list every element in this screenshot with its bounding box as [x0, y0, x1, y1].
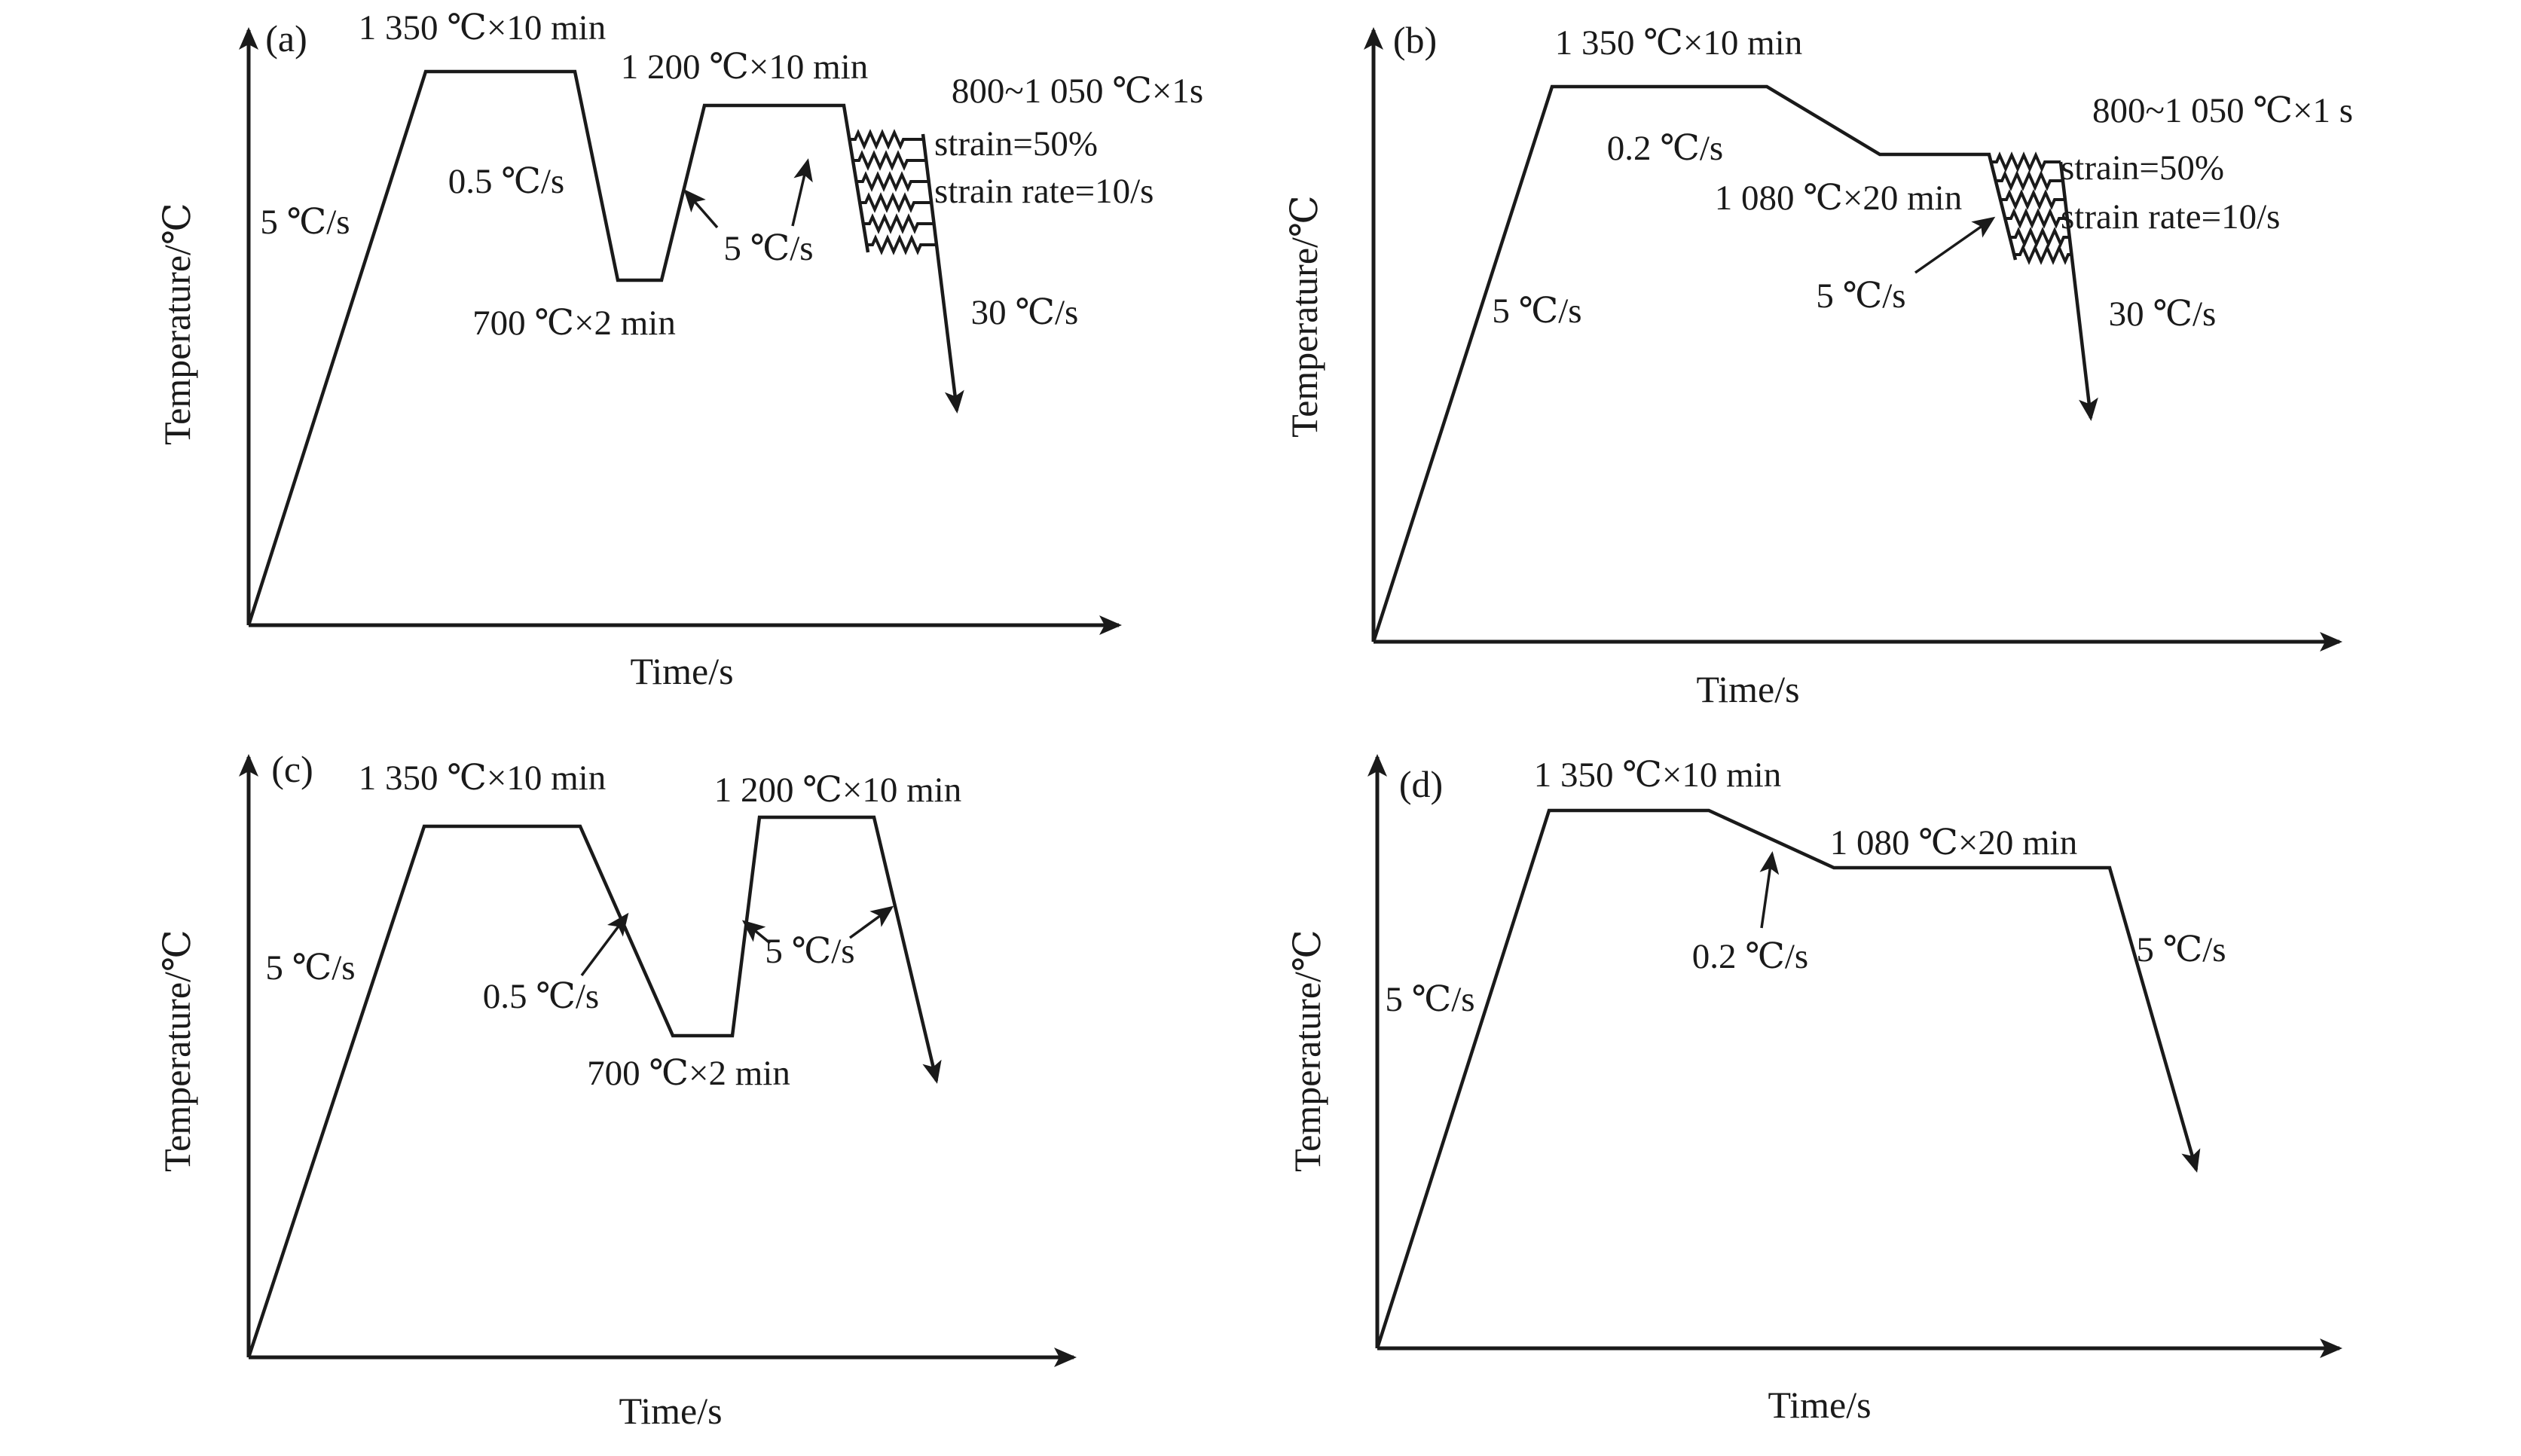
panel-a-heat-rate-label: 5 ℃/s: [260, 203, 350, 242]
panel-d-heat-rate-label: 5 ℃/s: [1385, 980, 1474, 1019]
panel-a: (a) Temperature/℃ Time/s 1 350 ℃×10 min …: [156, 8, 1203, 692]
panel-c: (c) Temperature/℃ Time/s 1 350 ℃×10 min …: [156, 748, 1077, 1432]
panel-b-y-axis-label: Temperature/℃: [1283, 195, 1325, 438]
panel-b-deformation-zigzag: [1991, 151, 2071, 265]
panel-d-slow-cool-pointer-arrow: [1759, 851, 1780, 929]
panel-b-tag: (b): [1393, 19, 1437, 61]
panel-c-x-axis-label: Time/s: [619, 1390, 722, 1432]
panel-a-x-axis-label: Time/s: [630, 650, 733, 692]
panel-a-quench-rate-label: 30 ℃/s: [971, 293, 1079, 332]
panel-c-tag: (c): [271, 748, 313, 790]
panel-b-deform-range-label: 800~1 050 ℃×1 s: [2092, 91, 2353, 130]
panel-a-deformation-zigzag: [849, 129, 937, 255]
panel-c-slow-cool-pointer-arrow: [580, 912, 629, 977]
panel-a-tag: (a): [265, 17, 307, 60]
panel-c-temperature-profile: [246, 815, 942, 1358]
panel-b-cool-rate-pointer-arrow: [1914, 216, 1996, 274]
panel-c-reheat-rate-pointer-arrow: [741, 920, 772, 945]
panel-b: (b) Temperature/℃ Time/s 1 350 ℃×10 min …: [1283, 19, 2353, 710]
panel-c-peak-hold-label: 1 350 ℃×10 min: [359, 759, 606, 798]
panel-d-temperature-profile: [1375, 808, 2201, 1349]
panel-c-dip-hold-label: 700 ℃×2 min: [587, 1054, 790, 1093]
panel-b-slow-cool-label: 0.2 ℃/s: [1607, 129, 1723, 168]
panel-d-final-cool-label: 5 ℃/s: [2136, 930, 2226, 969]
panel-c-final-cool-pointer-arrow: [848, 905, 894, 939]
panel-a-strain-rate-label: strain rate=10/s: [934, 172, 1154, 211]
panel-a-slow-cool-label: 0.5 ℃/s: [448, 162, 564, 201]
panel-a-second-hold-label: 1 200 ℃×10 min: [621, 47, 868, 87]
panel-c-slow-cool-label: 0.5 ℃/s: [483, 977, 599, 1016]
panel-b-quench-rate-label: 30 ℃/s: [2109, 295, 2217, 334]
panel-c-reheat-rate-label: 5 ℃/s: [765, 932, 854, 971]
panel-b-strain-label: strain=50%: [2061, 148, 2224, 188]
panel-a-cool-rate-pointer-arrow: [791, 158, 813, 227]
panel-d-x-axis-label: Time/s: [1768, 1384, 1871, 1426]
panel-a-peak-hold-label: 1 350 ℃×10 min: [359, 8, 606, 47]
panel-b-quench-arrow: [2058, 161, 2098, 421]
panel-c-heat-rate-label: 5 ℃/s: [265, 948, 355, 987]
panel-d: (d) Temperature/℃ Time/s 1 350 ℃×10 min …: [1286, 754, 2342, 1426]
panel-b-strain-rate-label: strain rate=10/s: [2061, 197, 2280, 237]
panel-d-slow-cool-label: 0.2 ℃/s: [1692, 937, 1808, 976]
panel-d-second-hold-label: 1 080 ℃×20 min: [1830, 823, 2077, 862]
panel-b-second-hold-label: 1 080 ℃×20 min: [1715, 179, 1962, 218]
panel-a-dip-hold-label: 700 ℃×2 min: [472, 304, 676, 343]
panel-a-strain-label: strain=50%: [934, 124, 1098, 163]
panel-a-y-axis-label: Temperature/℃: [156, 203, 198, 445]
panel-b-cool-to-deform-label: 5 ℃/s: [1816, 276, 1905, 316]
panel-d-y-axis-label: Temperature/℃: [1286, 929, 1328, 1172]
panel-b-x-axis-label: Time/s: [1696, 668, 1799, 710]
panel-a-temperature-profile: [246, 69, 870, 626]
panel-a-reheat-rate-pointer-arrow: [683, 188, 719, 229]
panel-b-peak-hold-label: 1 350 ℃×10 min: [1555, 23, 1802, 63]
panel-a-reheat-rate-label: 5 ℃/s: [723, 229, 813, 268]
panel-c-y-axis-label: Temperature/℃: [156, 929, 198, 1172]
panel-d-peak-hold-label: 1 350 ℃×10 min: [1534, 755, 1781, 795]
panel-d-tag: (d): [1399, 763, 1443, 805]
panel-b-heat-rate-label: 5 ℃/s: [1492, 292, 1581, 331]
panel-c-second-hold-label: 1 200 ℃×10 min: [714, 771, 961, 810]
panel-b-temperature-profile: [1371, 84, 2018, 643]
panel-a-deform-range-label: 800~1 050 ℃×1s: [952, 72, 1203, 111]
